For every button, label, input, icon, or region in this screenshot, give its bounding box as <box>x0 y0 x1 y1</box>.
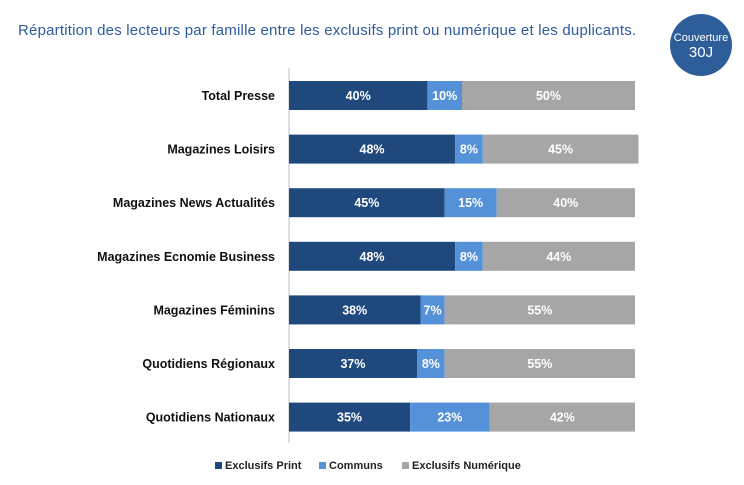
data-label: 40% <box>346 89 371 103</box>
data-label: 42% <box>550 411 575 425</box>
category-label: Magazines Féminins <box>153 303 275 317</box>
bar-segment <box>482 134 639 164</box>
category-label: Magazines News Actualités <box>113 196 275 210</box>
data-label: 15% <box>458 196 483 210</box>
bar-segment <box>496 188 635 218</box>
bar-segment <box>289 188 445 218</box>
data-label: 35% <box>337 411 362 425</box>
bar-segment <box>289 295 421 325</box>
data-label: 45% <box>548 143 573 157</box>
legend-swatch <box>215 462 222 469</box>
chart-title: Répartition des lecteurs par famille ent… <box>18 22 637 39</box>
legend-swatch <box>402 462 409 469</box>
data-label: 23% <box>437 411 462 425</box>
category-label: Quotidiens Nationaux <box>146 411 275 425</box>
category-label: Magazines Ecnomie Business <box>97 250 275 264</box>
legend-label: Exclusifs Numérique <box>412 460 521 472</box>
data-label: 55% <box>527 357 552 371</box>
data-label: 50% <box>536 89 561 103</box>
bar-segment <box>482 241 635 271</box>
bar-segment <box>455 241 483 271</box>
bar-segment <box>489 402 635 432</box>
data-label: 45% <box>354 196 379 210</box>
bar-segment <box>417 349 445 378</box>
legend-swatch <box>319 462 326 469</box>
bar-segment <box>444 295 635 325</box>
data-label: 48% <box>360 250 385 264</box>
data-label: 38% <box>342 303 367 317</box>
bar-segment <box>444 188 497 218</box>
category-label: Quotidiens Régionaux <box>142 357 275 371</box>
bar-segment <box>289 241 456 271</box>
data-label: 7% <box>424 303 442 317</box>
bar-segment <box>410 402 490 432</box>
bar-segment <box>427 81 462 110</box>
bar-segment <box>462 81 635 110</box>
legend-label: Communs <box>329 460 383 472</box>
coverage-badge: Couverture 30J <box>670 14 732 76</box>
data-label: 40% <box>553 196 578 210</box>
bar-segment <box>444 349 635 378</box>
bar-segment <box>289 402 411 432</box>
legend-label: Exclusifs Print <box>225 460 302 472</box>
data-label: 10% <box>432 89 457 103</box>
data-label: 55% <box>527 303 552 317</box>
data-label: 8% <box>422 357 440 371</box>
coverage-badge-label: Couverture <box>673 32 729 44</box>
bar-segment <box>289 134 456 164</box>
data-label: 8% <box>460 143 478 157</box>
data-label: 44% <box>546 250 571 264</box>
category-label: Magazines Loisirs <box>167 143 275 157</box>
bar-segment <box>455 134 483 164</box>
category-label: Total Presse <box>202 89 275 103</box>
data-label: 37% <box>340 357 365 371</box>
data-label: 8% <box>460 250 478 264</box>
bar-segment <box>420 295 445 325</box>
data-label: 48% <box>360 143 385 157</box>
coverage-badge-value: 30J <box>688 44 714 61</box>
bar-segment <box>289 81 428 110</box>
bar-segment <box>289 349 418 378</box>
